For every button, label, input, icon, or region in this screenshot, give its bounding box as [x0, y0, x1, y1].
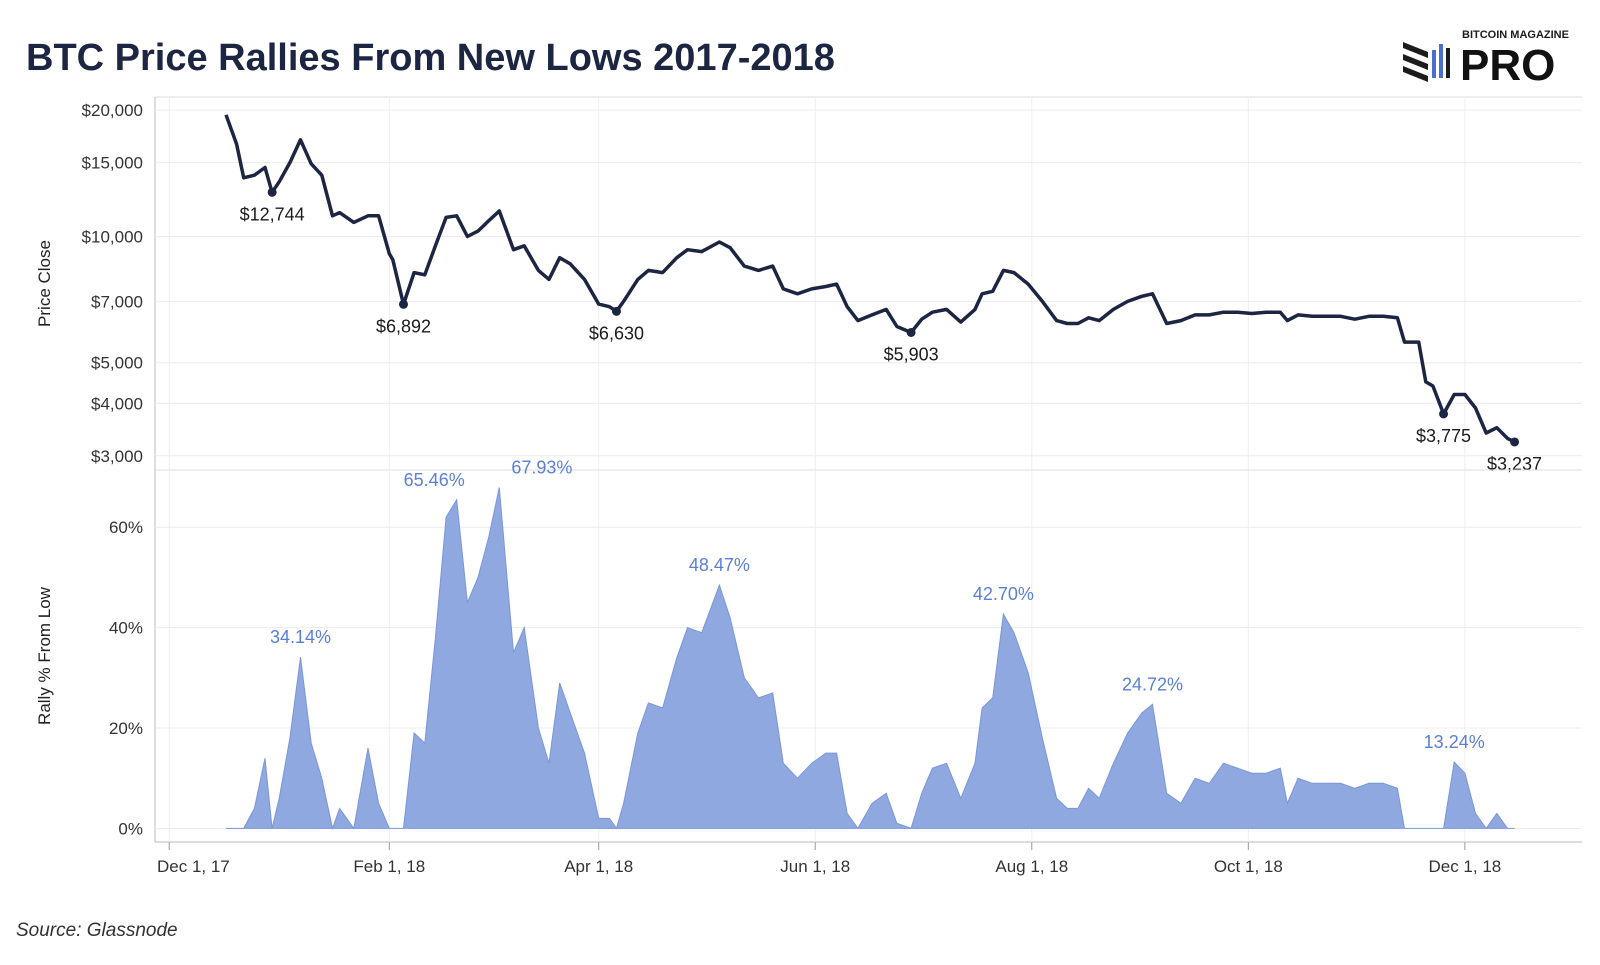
price-line — [224, 114, 1516, 444]
low-label: $5,903 — [884, 344, 939, 364]
low-label: $6,892 — [376, 316, 431, 336]
x-tick-label: Jun 1, 18 — [780, 857, 850, 876]
low-label: $12,744 — [240, 204, 305, 224]
y-tick-label: $4,000 — [91, 394, 143, 413]
x-tick-label: Feb 1, 18 — [353, 857, 425, 876]
x-tick-label: Dec 1, 17 — [157, 857, 230, 876]
y-axis-title: Rally % From Low — [35, 586, 54, 725]
low-point — [267, 187, 277, 197]
peak-label: 65.46% — [404, 470, 465, 490]
low-point — [1439, 409, 1449, 419]
y-tick-label: 0% — [118, 819, 143, 838]
peak-label: 67.93% — [511, 457, 572, 477]
low-point — [906, 327, 916, 337]
peak-label: 42.70% — [973, 584, 1034, 604]
low-label: $3,775 — [1416, 426, 1471, 446]
logo-small: BITCOIN MAGAZINE — [1462, 29, 1569, 41]
logo: BITCOIN MAGAZINE PRO — [1403, 29, 1569, 90]
source: Source: Glassnode — [16, 920, 178, 941]
y-tick-label: $3,000 — [91, 447, 143, 466]
y-tick-label: $7,000 — [91, 292, 143, 311]
low-label: $6,630 — [589, 323, 644, 343]
y-tick-label: 60% — [109, 518, 143, 537]
rally-area — [226, 487, 1515, 831]
y-tick-label: 40% — [109, 619, 143, 638]
x-tick-label: Aug 1, 18 — [995, 857, 1068, 876]
y-axis-title: Price Close — [35, 240, 54, 327]
peak-label: 24.72% — [1122, 674, 1183, 694]
x-tick-label: Apr 1, 18 — [564, 857, 633, 876]
low-point — [611, 306, 621, 316]
y-tick-label: $20,000 — [82, 101, 143, 120]
peak-label: 48.47% — [689, 555, 750, 575]
y-tick-label: $15,000 — [82, 154, 143, 173]
y-tick-label: $10,000 — [82, 227, 143, 246]
logo-big: PRO — [1460, 41, 1555, 90]
x-tick-label: Oct 1, 18 — [1214, 857, 1283, 876]
low-label: $3,237 — [1487, 454, 1542, 474]
chart-title: BTC Price Rallies From New Lows 2017-201… — [26, 37, 835, 79]
logo-icon — [1403, 42, 1450, 82]
peak-label: 13.24% — [1424, 732, 1485, 752]
y-tick-label: 20% — [109, 719, 143, 738]
peak-label: 34.14% — [270, 627, 331, 647]
x-tick-label: Dec 1, 18 — [1428, 857, 1501, 876]
low-point — [398, 299, 408, 309]
low-point — [1510, 437, 1520, 447]
y-tick-label: $5,000 — [91, 354, 143, 373]
